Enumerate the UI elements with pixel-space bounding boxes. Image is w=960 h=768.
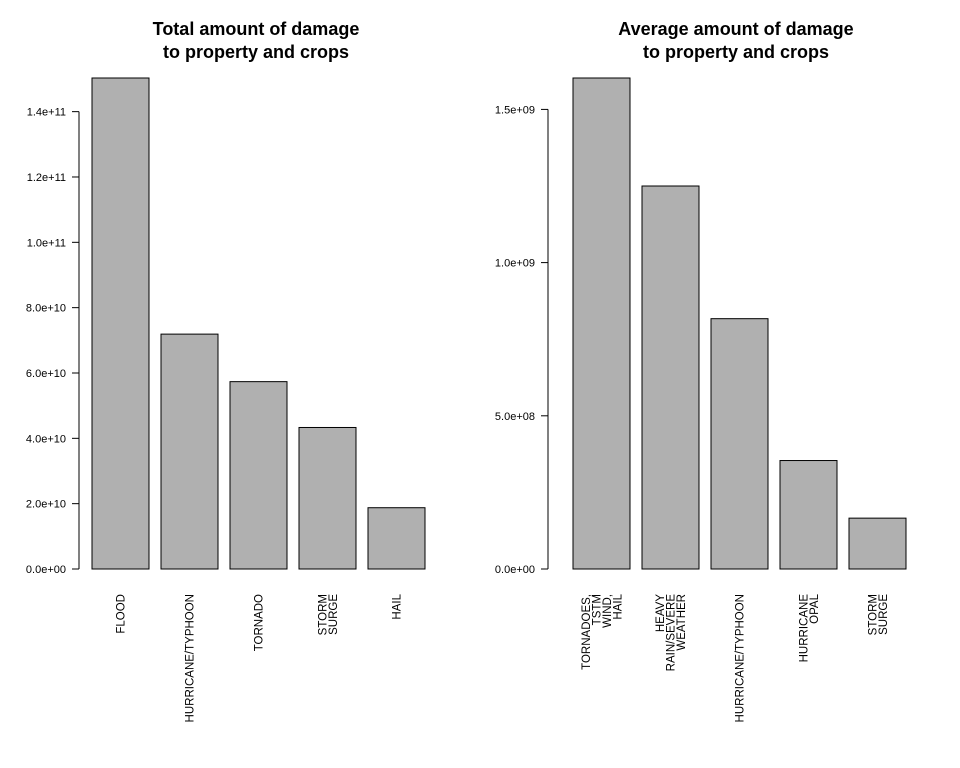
category-label: HAIL xyxy=(392,593,404,619)
bar-storm-surge xyxy=(848,517,907,570)
bar-hail xyxy=(367,507,426,570)
y-tick-label: 1.0e+11 xyxy=(27,237,66,249)
y-tick-label: 4.0e+10 xyxy=(26,433,66,445)
chart-title-line: to property and crops xyxy=(163,42,349,62)
category-label: HAIL xyxy=(612,593,624,619)
y-tick-label: 0.0e+00 xyxy=(26,564,66,576)
bar-hurricane-typhoon xyxy=(710,318,769,570)
y-tick-label: 2.0e+10 xyxy=(26,499,66,511)
average-damage-chart: Average amount of damage to property and … xyxy=(495,19,907,722)
bar-heavy-rain-severe-weather xyxy=(641,185,700,570)
category-label: HURRICANE/TYPHOON xyxy=(735,594,747,722)
category-label: FLOOD xyxy=(116,594,128,634)
category-label: SURGE xyxy=(878,594,890,635)
category-label: TSTM xyxy=(591,594,603,625)
category-label: WEATHER xyxy=(676,594,688,651)
chart-title-line: Total amount of damage xyxy=(153,19,360,39)
category-label: HURRICANE xyxy=(798,594,810,663)
bar-flood xyxy=(91,77,150,570)
category-label: RAIN/SEVERE xyxy=(666,594,678,672)
category-label: HEAVY xyxy=(655,594,667,632)
category-label: TORNADOES, xyxy=(581,594,593,670)
category-label: OPAL xyxy=(809,593,821,623)
category-label: SURGE xyxy=(328,594,340,635)
bar-tornado xyxy=(229,381,288,570)
y-tick-label: 1.2e+11 xyxy=(27,172,66,184)
category-label: STORM xyxy=(317,594,329,635)
y-tick-label: 0.0e+00 xyxy=(495,564,535,576)
category-label: STORM xyxy=(867,594,879,635)
category-label: WIND, xyxy=(602,594,614,628)
category-label: HURRICANE/TYPHOON xyxy=(185,594,197,722)
bar-storm-surge xyxy=(298,426,357,570)
y-tick-label: 1.5e+09 xyxy=(495,104,535,116)
chart-title-line: Average amount of damage xyxy=(618,19,853,39)
y-tick-label: 5.0e+08 xyxy=(495,411,535,423)
chart-title-line: to property and crops xyxy=(643,42,829,62)
y-tick-label: 8.0e+10 xyxy=(26,303,66,315)
y-tick-label: 6.0e+10 xyxy=(26,368,66,380)
bar-tornadoes-tstm-wind-hail xyxy=(572,77,631,570)
category-label: TORNADO xyxy=(254,594,266,651)
y-tick-label: 1.0e+09 xyxy=(495,258,535,270)
bar-hurricane-typhoon xyxy=(160,333,219,570)
total-damage-chart: Total amount of damage to property and cr… xyxy=(26,19,426,722)
y-tick-label: 1.4e+11 xyxy=(27,107,66,119)
bar-hurricane-opal xyxy=(779,460,838,570)
